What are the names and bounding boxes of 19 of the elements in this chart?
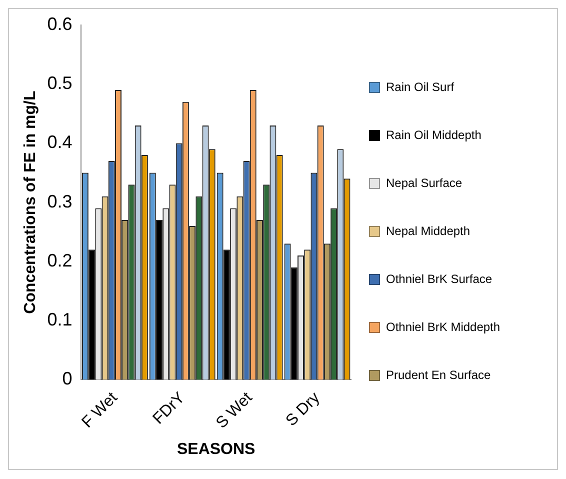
y-axis-title: Concentrations of FE in mg/L	[22, 90, 40, 314]
y-tick-label: 0	[62, 368, 72, 389]
legend-label: Othniel BrK Surface	[386, 272, 492, 286]
y-tick-label: 0.1	[47, 309, 72, 330]
x-axis-title: SEASONS	[176, 440, 256, 458]
y-tick-label: 0.2	[47, 250, 72, 270]
y-tick-label: 0.6	[47, 14, 72, 34]
legend-label: Prudent En Surface	[386, 368, 491, 382]
legend-label: Rain Oil Surf	[386, 80, 454, 94]
legend-label: Nepal Surface	[386, 176, 462, 190]
x-tick-label: S Dry	[282, 389, 324, 430]
y-tick-label: 0.4	[47, 132, 72, 152]
y-tick-label: 0.5	[47, 73, 72, 94]
x-tick-label: S Wet	[213, 388, 256, 432]
x-tick-label: F Wet	[78, 388, 122, 432]
legend-label: Nepal Middepth	[386, 224, 470, 238]
y-tick-label: 0.3	[47, 191, 72, 212]
legend-label: Rain Oil Middepth	[386, 128, 482, 142]
legend-label: Othniel BrK Middepth	[386, 320, 500, 334]
